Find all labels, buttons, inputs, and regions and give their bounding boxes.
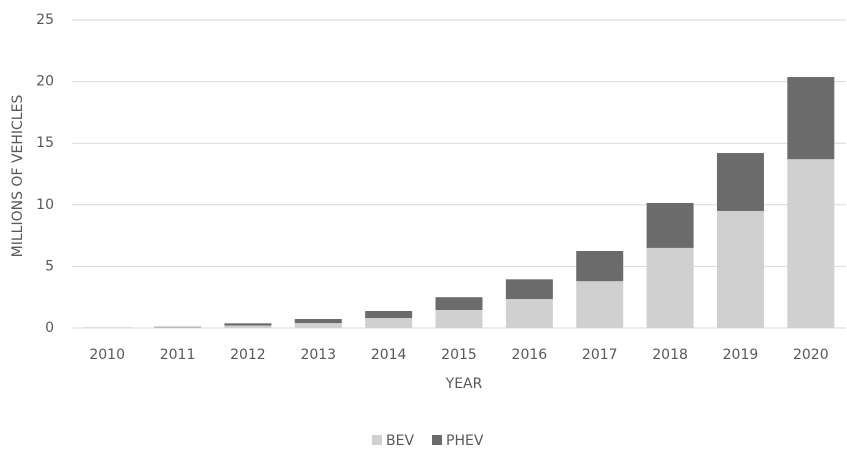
bar-segment — [787, 77, 835, 160]
bar-segment — [646, 247, 694, 328]
bar-segment — [224, 323, 272, 326]
y-tick-label: 20 — [36, 74, 54, 90]
legend-swatch — [372, 435, 382, 445]
bar-segment — [646, 202, 694, 248]
y-tick-label: 10 — [36, 197, 54, 213]
bar-segment — [365, 310, 413, 319]
bar-segment — [365, 318, 413, 328]
y-tick-label: 25 — [36, 12, 54, 28]
bar-segment — [505, 299, 553, 328]
bar-segment — [294, 319, 342, 324]
bar-segment — [435, 310, 483, 328]
x-tick-label: 2010 — [89, 347, 125, 363]
x-tick-label: 2013 — [300, 347, 336, 363]
legend-label: BEV — [386, 433, 414, 449]
bar-segment — [576, 281, 624, 328]
bar-segment — [294, 323, 342, 328]
y-tick-label: 0 — [45, 320, 54, 336]
y-tick-label: 15 — [36, 135, 54, 151]
x-tick-label: 2016 — [512, 347, 548, 363]
x-tick-label: 2017 — [582, 347, 618, 363]
x-tick-label: 2014 — [371, 347, 407, 363]
legend-swatch — [432, 435, 443, 445]
y-axis-label: MILLIONS OF VEHICLES — [10, 95, 26, 258]
x-tick-label: 2018 — [652, 347, 688, 363]
x-tick-label: 2011 — [160, 347, 196, 363]
bar-segment — [435, 297, 483, 311]
y-tick-label: 5 — [45, 258, 54, 274]
bar-segment — [576, 251, 624, 282]
bar-segment — [716, 153, 764, 211]
bar-segment — [787, 159, 835, 328]
bar-segment — [505, 279, 553, 300]
bar-segment — [224, 325, 272, 328]
legend-label: PHEV — [446, 433, 484, 449]
x-tick-label: 2020 — [793, 347, 829, 363]
x-tick-label: 2015 — [441, 347, 477, 363]
x-axis-label: YEAR — [445, 376, 483, 392]
x-tick-label: 2012 — [230, 347, 266, 363]
x-tick-label: 2019 — [723, 347, 759, 363]
bar-segment — [154, 327, 202, 328]
bar-segment — [716, 210, 764, 328]
